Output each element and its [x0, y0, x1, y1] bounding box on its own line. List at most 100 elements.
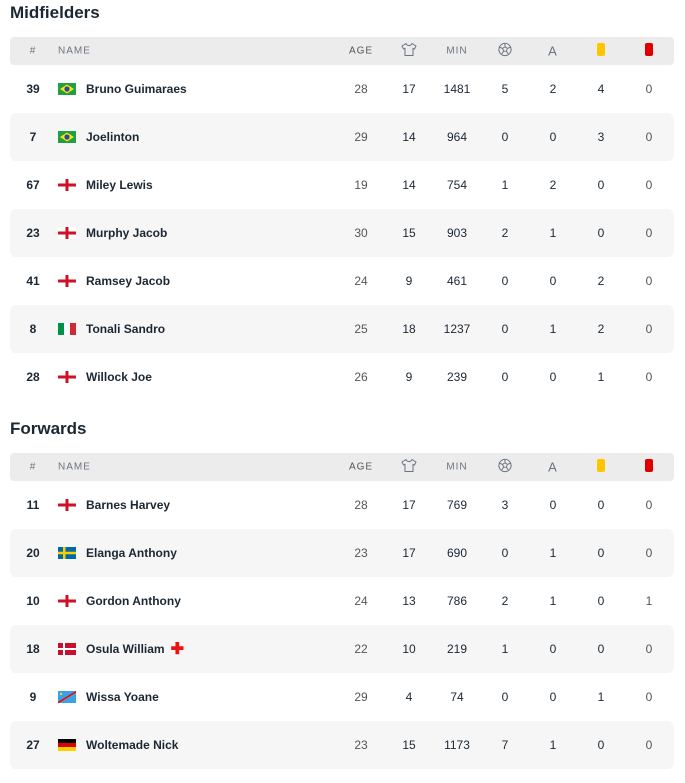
yellow-card-icon[interactable] [597, 43, 605, 59]
player-age: 26 [354, 370, 368, 384]
player-goals: 7 [501, 738, 509, 752]
player-row[interactable]: 39 Bruno Guimaraes 28 17 1481 5 2 4 0 [10, 65, 674, 113]
flag-brazil-icon [58, 131, 76, 143]
col-min[interactable]: MIN [446, 461, 468, 473]
player-age: 19 [354, 178, 368, 192]
player-red-cards: 0 [645, 690, 653, 704]
player-yellow-cards: 0 [597, 546, 605, 560]
player-name[interactable]: Osula William [86, 642, 165, 656]
player-minutes: 754 [446, 178, 468, 192]
player-name[interactable]: Miley Lewis [86, 178, 153, 192]
player-age: 25 [354, 322, 368, 336]
player-number: 39 [26, 82, 40, 96]
player-row[interactable]: 8 Tonali Sandro 25 18 1237 0 1 2 0 [10, 305, 674, 353]
player-appearances: 4 [405, 690, 413, 704]
injury-icon: ✚ [170, 641, 184, 658]
flag-england-icon [58, 179, 76, 191]
shirt-icon[interactable] [401, 458, 417, 476]
flag-sweden-icon [58, 547, 76, 559]
ball-icon[interactable] [498, 42, 513, 60]
flag-italy-icon [58, 323, 76, 335]
player-name[interactable]: Wissa Yoane [86, 690, 159, 704]
player-minutes: 903 [446, 226, 468, 240]
player-name[interactable]: Willock Joe [86, 370, 152, 384]
player-minutes: 964 [446, 130, 468, 144]
player-minutes: 461 [446, 274, 468, 288]
player-name[interactable]: Gordon Anthony [86, 594, 181, 608]
col-age[interactable]: AGE [348, 45, 374, 57]
player-name[interactable]: Woltemade Nick [86, 738, 179, 752]
player-number: 28 [26, 370, 40, 384]
col-min[interactable]: MIN [446, 45, 468, 57]
player-yellow-cards: 0 [597, 226, 605, 240]
player-yellow-cards: 0 [597, 178, 605, 192]
player-red-cards: 0 [645, 498, 653, 512]
player-assists: 1 [549, 738, 557, 752]
player-name[interactable]: Barnes Harvey [86, 498, 171, 512]
player-assists: 1 [549, 322, 557, 336]
player-name[interactable]: Tonali Sandro [86, 322, 166, 336]
player-appearances: 13 [402, 594, 416, 608]
player-age: 24 [354, 594, 368, 608]
player-red-cards: 0 [645, 322, 653, 336]
player-number: 10 [26, 594, 40, 608]
player-row[interactable]: 10 Gordon Anthony 24 13 786 2 1 0 1 [10, 577, 674, 625]
player-age: 29 [354, 690, 368, 704]
player-name[interactable]: Murphy Jacob [86, 226, 168, 240]
player-age: 23 [354, 546, 368, 560]
player-yellow-cards: 1 [597, 690, 605, 704]
col-number[interactable]: # [29, 45, 37, 57]
player-row[interactable]: 11 Barnes Harvey 28 17 769 3 0 0 0 [10, 481, 674, 529]
player-minutes: 769 [446, 498, 468, 512]
player-appearances: 15 [402, 738, 416, 752]
player-red-cards: 0 [645, 226, 653, 240]
player-row[interactable]: 41 Ramsey Jacob 24 9 461 0 0 2 0 [10, 257, 674, 305]
player-name[interactable]: Elanga Anthony [86, 546, 177, 560]
player-row[interactable]: 23 Murphy Jacob 30 15 903 2 1 0 0 [10, 209, 674, 257]
player-appearances: 10 [402, 642, 416, 656]
player-name[interactable]: Bruno Guimaraes [86, 82, 187, 96]
player-assists: 0 [549, 370, 557, 384]
player-goals: 2 [501, 226, 509, 240]
col-assists[interactable]: A [548, 459, 558, 475]
shirt-icon[interactable] [401, 42, 417, 60]
player-name[interactable]: Ramsey Jacob [86, 274, 171, 288]
col-assists[interactable]: A [548, 43, 558, 59]
col-age[interactable]: AGE [348, 461, 374, 473]
player-red-cards: 0 [645, 642, 653, 656]
col-name[interactable]: NAME [58, 45, 91, 57]
player-number: 9 [29, 690, 37, 704]
player-number: 8 [29, 322, 37, 336]
player-age: 28 [354, 82, 368, 96]
player-age: 22 [354, 642, 368, 656]
player-row[interactable]: 28 Willock Joe 26 9 239 0 0 1 0 [10, 353, 674, 401]
player-minutes: 239 [446, 370, 468, 384]
ball-icon[interactable] [498, 458, 513, 476]
flag-england-icon [58, 595, 76, 607]
player-name[interactable]: Joelinton [86, 130, 140, 144]
player-row[interactable]: 9 Wissa Yoane 29 4 74 0 0 1 0 [10, 673, 674, 721]
player-row[interactable]: 27 Woltemade Nick 23 15 1173 7 1 0 0 [10, 721, 674, 769]
player-number: 41 [26, 274, 40, 288]
red-card-icon[interactable] [645, 459, 653, 475]
player-yellow-cards: 2 [597, 322, 605, 336]
col-name[interactable]: NAME [58, 461, 91, 473]
player-goals: 0 [501, 130, 509, 144]
player-row[interactable]: 67 Miley Lewis 19 14 754 1 2 0 0 [10, 161, 674, 209]
player-minutes: 690 [446, 546, 468, 560]
player-appearances: 17 [402, 82, 416, 96]
yellow-card-icon[interactable] [597, 459, 605, 475]
player-row[interactable]: 20 Elanga Anthony 23 17 690 0 1 0 0 [10, 529, 674, 577]
section-title: Forwards [10, 419, 87, 438]
player-age: 29 [354, 130, 368, 144]
red-card-icon[interactable] [645, 43, 653, 59]
player-appearances: 9 [405, 370, 413, 384]
section-forwards: Forwards # NAME AGE MIN A 11 Barnes Harv… [0, 416, 685, 769]
flag-england-icon [58, 275, 76, 287]
col-number[interactable]: # [29, 461, 37, 473]
player-row[interactable]: 18 Osula William ✚ 22 10 219 1 0 0 0 [10, 625, 674, 673]
player-appearances: 14 [402, 130, 416, 144]
player-row[interactable]: 7 Joelinton 29 14 964 0 0 3 0 [10, 113, 674, 161]
player-minutes: 786 [446, 594, 468, 608]
player-goals: 0 [501, 274, 509, 288]
